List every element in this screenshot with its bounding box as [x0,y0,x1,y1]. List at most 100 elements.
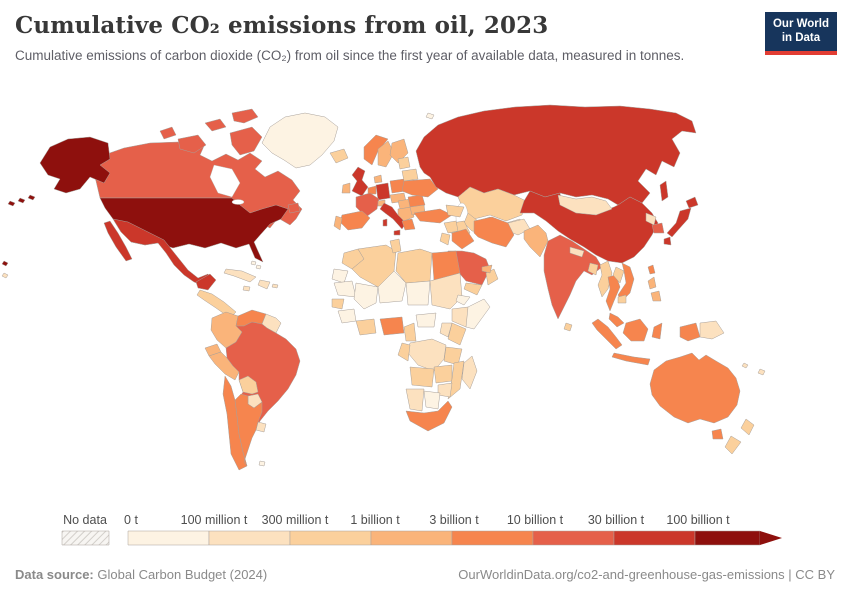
country-namibia[interactable] [405,388,425,412]
country-madagascar[interactable] [461,355,478,390]
country-japan-kyushu[interactable] [663,236,672,246]
legend-no-data-swatch[interactable] [61,530,110,546]
country-niger[interactable] [377,270,407,304]
country-russia[interactable] [415,104,697,206]
country-italy-sardinia[interactable] [382,218,388,227]
region-gabon-congo[interactable] [397,342,411,362]
country-united-states-aleutians[interactable] [7,194,36,207]
country-united-states-hawaii[interactable] [1,260,9,267]
country-canada-ellesmere-island[interactable] [231,108,259,124]
country-hispaniola[interactable] [257,279,271,290]
country-greece[interactable] [401,218,416,231]
legend-swatch-bin3[interactable] [289,530,372,546]
country-germany[interactable] [375,182,391,201]
region-svalbard[interactable] [425,112,435,120]
country-spain[interactable] [339,210,371,231]
country-japan-honshu[interactable] [666,207,692,238]
country-western-sahara[interactable] [331,268,349,284]
country-australia-tasmania[interactable] [711,428,724,440]
country-iceland[interactable] [329,148,349,164]
legend-swatch-bin7[interactable] [613,530,696,546]
country-mauritania[interactable] [333,280,357,298]
country-iran[interactable] [473,216,515,248]
country-nepal[interactable] [569,246,585,258]
country-canada-victoria-island[interactable] [177,134,207,154]
country-mozambique[interactable] [447,360,465,400]
country-south-korea[interactable] [651,222,665,234]
country-india[interactable] [543,234,603,320]
country-italy-sicily[interactable] [393,229,401,236]
country-mali[interactable] [353,282,379,310]
country-canada-newfoundland[interactable] [287,202,301,214]
country-japan-hokkaido[interactable] [685,196,699,209]
country-canada-baffin-island[interactable] [229,126,263,156]
country-canada-arctic-island2[interactable] [204,118,227,132]
country-indonesia-sumatra[interactable] [591,318,623,350]
country-philippines[interactable] [647,276,662,302]
country-laos[interactable] [612,266,625,284]
country-cameroon[interactable] [403,322,417,342]
country-botswana[interactable] [423,390,441,410]
country-mexico-baja[interactable] [103,220,133,262]
country-bahamas[interactable] [250,260,262,270]
owid-logo[interactable]: Our World in Data [764,12,837,55]
country-united-arab-emirates[interactable] [481,264,493,274]
country-indonesia-sulawesi[interactable] [651,322,663,340]
country-chad[interactable] [405,280,431,306]
region-pacific-islands[interactable] [1,272,766,376]
country-jamaica[interactable] [242,285,251,292]
country-united-states-alaska[interactable] [39,136,111,194]
country-falkland-islands[interactable] [258,460,266,467]
country-russia-sakhalin[interactable] [659,180,669,202]
legend-swatch-bin2[interactable] [208,530,291,546]
legend-swatch-bin8[interactable] [694,530,761,546]
country-sri-lanka[interactable] [563,322,573,332]
country-pakistan[interactable] [523,224,549,258]
country-papua-new-guinea[interactable] [699,320,725,340]
country-syria[interactable] [443,220,459,234]
country-yemen[interactable] [463,282,483,296]
country-mexico-yucatan[interactable] [195,273,217,291]
country-new-zealand-south[interactable] [724,435,742,455]
country-mongolia[interactable] [557,194,613,216]
region-benelux[interactable] [367,185,377,195]
country-iraq[interactable] [451,228,475,250]
region-balkans[interactable] [397,206,415,222]
country-malaysia[interactable] [608,312,625,328]
legend-swatch-bin4[interactable] [370,530,453,546]
country-greenland[interactable] [261,112,339,169]
country-sweden[interactable] [377,140,395,168]
country-taiwan[interactable] [647,264,656,275]
legend-swatch-bin6[interactable] [532,530,615,546]
region-guinea[interactable] [337,308,357,324]
country-australia[interactable] [649,352,741,424]
country-portugal[interactable] [333,215,343,231]
country-argentina[interactable] [234,393,263,467]
country-somalia[interactable] [465,298,491,330]
country-central-african-republic[interactable] [415,312,437,328]
country-libya[interactable] [395,248,433,284]
country-bangladesh[interactable] [587,262,599,276]
country-turkey[interactable] [413,208,453,224]
region-caucasus[interactable] [445,204,465,218]
country-canada-arctic-island[interactable] [159,126,177,140]
country-italy[interactable] [379,202,407,230]
country-ireland[interactable] [341,182,351,194]
country-ukraine[interactable] [401,178,439,198]
country-sudan[interactable] [429,272,463,310]
citation-link[interactable]: OurWorldinData.org/co2-and-greenhouse-ga… [458,567,835,582]
country-belarus[interactable] [401,168,419,182]
region-ghana-cote-divoire[interactable] [355,318,377,336]
region-jordan-israel[interactable] [439,232,451,246]
country-indonesia-papua[interactable] [679,322,701,342]
country-eritrea[interactable] [455,294,471,306]
country-tunisia[interactable] [389,238,402,254]
legend-swatch-bin1[interactable] [127,530,210,546]
country-puerto-rico[interactable] [271,283,279,289]
country-myanmar[interactable] [597,260,613,298]
country-bolivia[interactable] [238,375,259,395]
country-senegal[interactable] [331,298,345,310]
country-cuba[interactable] [223,268,257,283]
country-denmark[interactable] [373,174,383,184]
country-indonesia-java[interactable] [611,352,651,366]
